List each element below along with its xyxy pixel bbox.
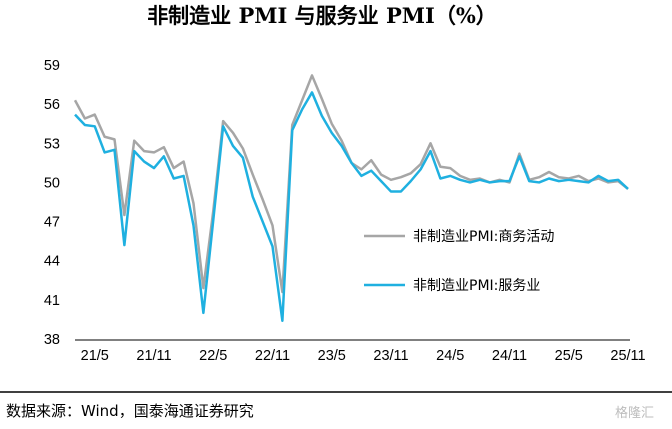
- y-axis-ticks: 38 41 44 47 50 53 56 59: [44, 58, 60, 348]
- y-tick-label: 41: [44, 293, 60, 309]
- y-tick-label: 38: [44, 332, 60, 348]
- watermark: 格隆汇: [615, 405, 654, 421]
- x-axis-ticks: 21/5 21/11 22/5 22/11 23/5 23/11 24/5 24/11 25/5…: [81, 348, 646, 364]
- chart-title: 非制造业 PMI 与服务业 PMI（%）: [147, 3, 497, 28]
- series-line-services: [74, 91, 629, 322]
- y-tick-label: 53: [44, 136, 60, 152]
- legend: 非制造业PMI:商务活动 非制造业PMI:服务业: [364, 229, 554, 294]
- x-tick-label: 23/11: [373, 348, 408, 364]
- y-tick-label: 50: [44, 175, 60, 191]
- x-tick-label: 25/11: [610, 348, 645, 364]
- x-tick-label: 23/5: [318, 348, 346, 364]
- y-tick-label: 59: [44, 58, 60, 74]
- legend-label-services: 非制造业PMI:服务业: [413, 278, 540, 294]
- x-tick-label: 21/11: [136, 348, 171, 364]
- x-tick-label: 22/11: [255, 348, 290, 364]
- x-tick-label: 21/5: [81, 348, 109, 364]
- x-tick-label: 22/5: [199, 348, 227, 364]
- x-tick-label: 24/5: [436, 348, 464, 364]
- y-tick-label: 44: [44, 254, 60, 270]
- y-tick-label: 56: [44, 97, 60, 113]
- x-tick-label: 24/11: [492, 348, 527, 364]
- legend-label-business-activity: 非制造业PMI:商务活动: [413, 229, 554, 245]
- y-tick-label: 47: [44, 215, 60, 231]
- series-lines: [73, 74, 629, 322]
- x-tick-label: 25/5: [555, 348, 583, 364]
- source-note: 数据来源：Wind，国泰海通证券研究: [6, 402, 254, 420]
- series-line-business-activity: [73, 74, 629, 294]
